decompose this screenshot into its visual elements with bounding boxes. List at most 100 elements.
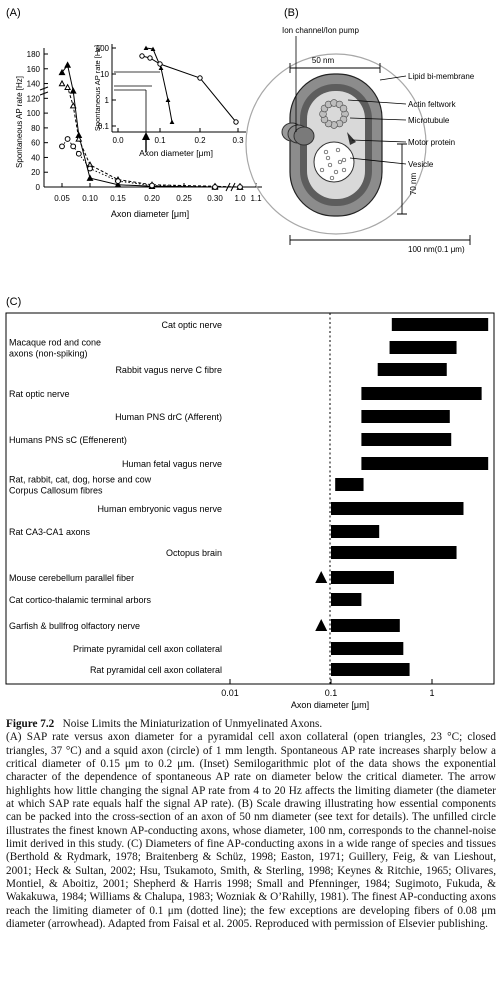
arrowhead-marker <box>315 619 328 631</box>
inset-x-tick-label: 0.1 <box>154 136 166 145</box>
data-point <box>75 135 83 142</box>
x-tick-label: 0.10 <box>82 194 98 203</box>
inset-y-tick-label: 100 <box>96 44 110 53</box>
data-point <box>64 61 72 68</box>
finest-axon-outline <box>245 53 427 235</box>
inset-x-tick-label: 0.2 <box>194 136 206 145</box>
row-label: Rabbit vagus nerve C fibre <box>115 365 222 375</box>
caption-body: (A) SAP rate versus axon diameter for a … <box>6 731 496 931</box>
y-tick-label: 40 <box>31 153 40 162</box>
arrowhead-marker <box>315 571 328 583</box>
row-label: Corpus Callosum fibres <box>9 486 103 496</box>
y-tick-label: 20 <box>31 168 40 177</box>
row-label: Rat CA3-CA1 axons <box>9 527 91 537</box>
panel-b-leader-lines <box>295 36 407 165</box>
data-point <box>69 87 77 94</box>
inset-data-point <box>165 97 171 102</box>
label-actin-feltwork: Actin feltwork <box>408 100 457 109</box>
inset-data-point <box>158 65 164 70</box>
panel-b: (B) <box>245 7 475 254</box>
row-label: Garfish & bullfrog olfactory nerve <box>9 621 140 631</box>
x-tick-label: 0.05 <box>54 194 70 203</box>
inset-series-line <box>141 55 237 123</box>
table-row: Rabbit vagus nerve C fibre <box>115 363 447 376</box>
data-point <box>87 165 93 172</box>
diameter-range-bar <box>331 642 404 655</box>
label-lipid-membrane: Lipid bi-membrane <box>408 72 475 81</box>
table-row: Human PNS drC (Afferent) <box>115 410 450 423</box>
diameter-range-bar <box>331 502 464 515</box>
panel-a-label: (A) <box>6 7 21 19</box>
caption-figure-number: Figure 7.2 <box>6 718 55 730</box>
data-point <box>86 174 94 181</box>
data-point <box>70 143 77 150</box>
row-label: axons (non-spiking) <box>9 349 88 359</box>
table-row: Primate pyramidal cell axon collateral <box>73 642 404 655</box>
x-tick-label: 1.0 <box>234 194 246 203</box>
diameter-range-bar <box>331 619 400 632</box>
inset-data-point <box>233 119 239 125</box>
inset-data-point <box>147 55 153 61</box>
figure-caption: Figure 7.2 Noise Limits the Miniaturizat… <box>6 718 496 932</box>
x-tick-label: 1 <box>429 688 434 698</box>
y-tick-label: 180 <box>27 50 41 59</box>
panel-c: (C) Cat optic nerve Macaque rod and conea… <box>5 296 495 710</box>
vesicle-icon <box>313 141 355 183</box>
diameter-range-bar <box>331 525 380 538</box>
data-point <box>64 136 71 142</box>
panel-a-plot-area <box>58 61 244 190</box>
data-point <box>212 184 218 190</box>
y-tick-label: 80 <box>31 124 40 133</box>
label-ion-channel: Ion channel/Ion pump <box>282 26 359 35</box>
y-tick-label: 120 <box>27 94 41 103</box>
data-point <box>58 79 66 87</box>
diameter-range-bar <box>389 341 457 354</box>
inset-ylabel: Spontaneous AP rate [Hz] <box>93 45 102 131</box>
motor-protein-icon <box>347 132 356 145</box>
label-50nm: 50 nm <box>312 56 335 65</box>
table-row: Rat pyramidal cell axon collateral <box>90 663 410 676</box>
diameter-range-bar <box>361 410 450 423</box>
diameter-range-bar <box>391 318 489 331</box>
inset-arrow-head <box>142 132 150 140</box>
diameter-range-bar <box>331 546 457 559</box>
data-point <box>237 184 243 190</box>
inset-data-point <box>143 45 149 50</box>
table-row: Human fetal vagus nerve <box>122 457 489 470</box>
x-tick-label: 0.15 <box>110 194 126 203</box>
label-microtubule: Microtubule <box>408 116 450 125</box>
row-label: Mouse cerebellum parallel fiber <box>9 573 134 583</box>
y-tick-label: 0 <box>36 183 41 192</box>
row-label: Rat pyramidal cell axon collateral <box>90 665 222 675</box>
table-row: Rat CA3-CA1 axons <box>9 525 380 538</box>
y-tick-label: 60 <box>31 139 40 148</box>
figure-panels: (A) Spontaneous AP rate [Hz] 18016014012… <box>5 7 495 710</box>
table-row: Octopus brain <box>166 546 457 559</box>
inset-y-tick-label: 0.1 <box>98 122 110 131</box>
label-vesicle: Vesicle <box>408 160 434 169</box>
x-tick-label: 0.1 <box>325 688 338 698</box>
y-tick-label: 100 <box>27 109 41 118</box>
data-point <box>115 178 121 184</box>
x-tick-label: 1.1 <box>250 194 262 203</box>
inset-y-tick-label: 1 <box>105 96 110 105</box>
table-row: Rat, rabbit, cat, dog, horse and cowCorp… <box>9 475 364 496</box>
table-row: Garfish & bullfrog olfactory nerve <box>9 619 400 632</box>
row-label: Human embryonic vagus nerve <box>97 504 222 514</box>
diameter-range-bar <box>361 457 489 470</box>
table-row: Human embryonic vagus nerve <box>97 502 464 515</box>
y-tick-label: 160 <box>27 65 41 74</box>
table-row: Mouse cerebellum parallel fiber <box>9 571 394 584</box>
inset-data-point <box>150 46 156 51</box>
inset-guide-lines <box>114 71 160 132</box>
row-label: Human fetal vagus nerve <box>122 459 222 469</box>
data-point <box>75 150 82 157</box>
row-label: Primate pyramidal cell axon collateral <box>73 644 222 654</box>
label-100nm: 100 nm(0.1 μm) <box>408 245 465 254</box>
diameter-range-bar <box>377 363 447 376</box>
panel-a-y-ticks: 180 160 140 120 100 80 60 40 20 0 <box>27 50 48 192</box>
panel-c-x-ticks: 0.01 0.1 1 <box>221 679 435 698</box>
inset-plot-area <box>114 45 239 132</box>
